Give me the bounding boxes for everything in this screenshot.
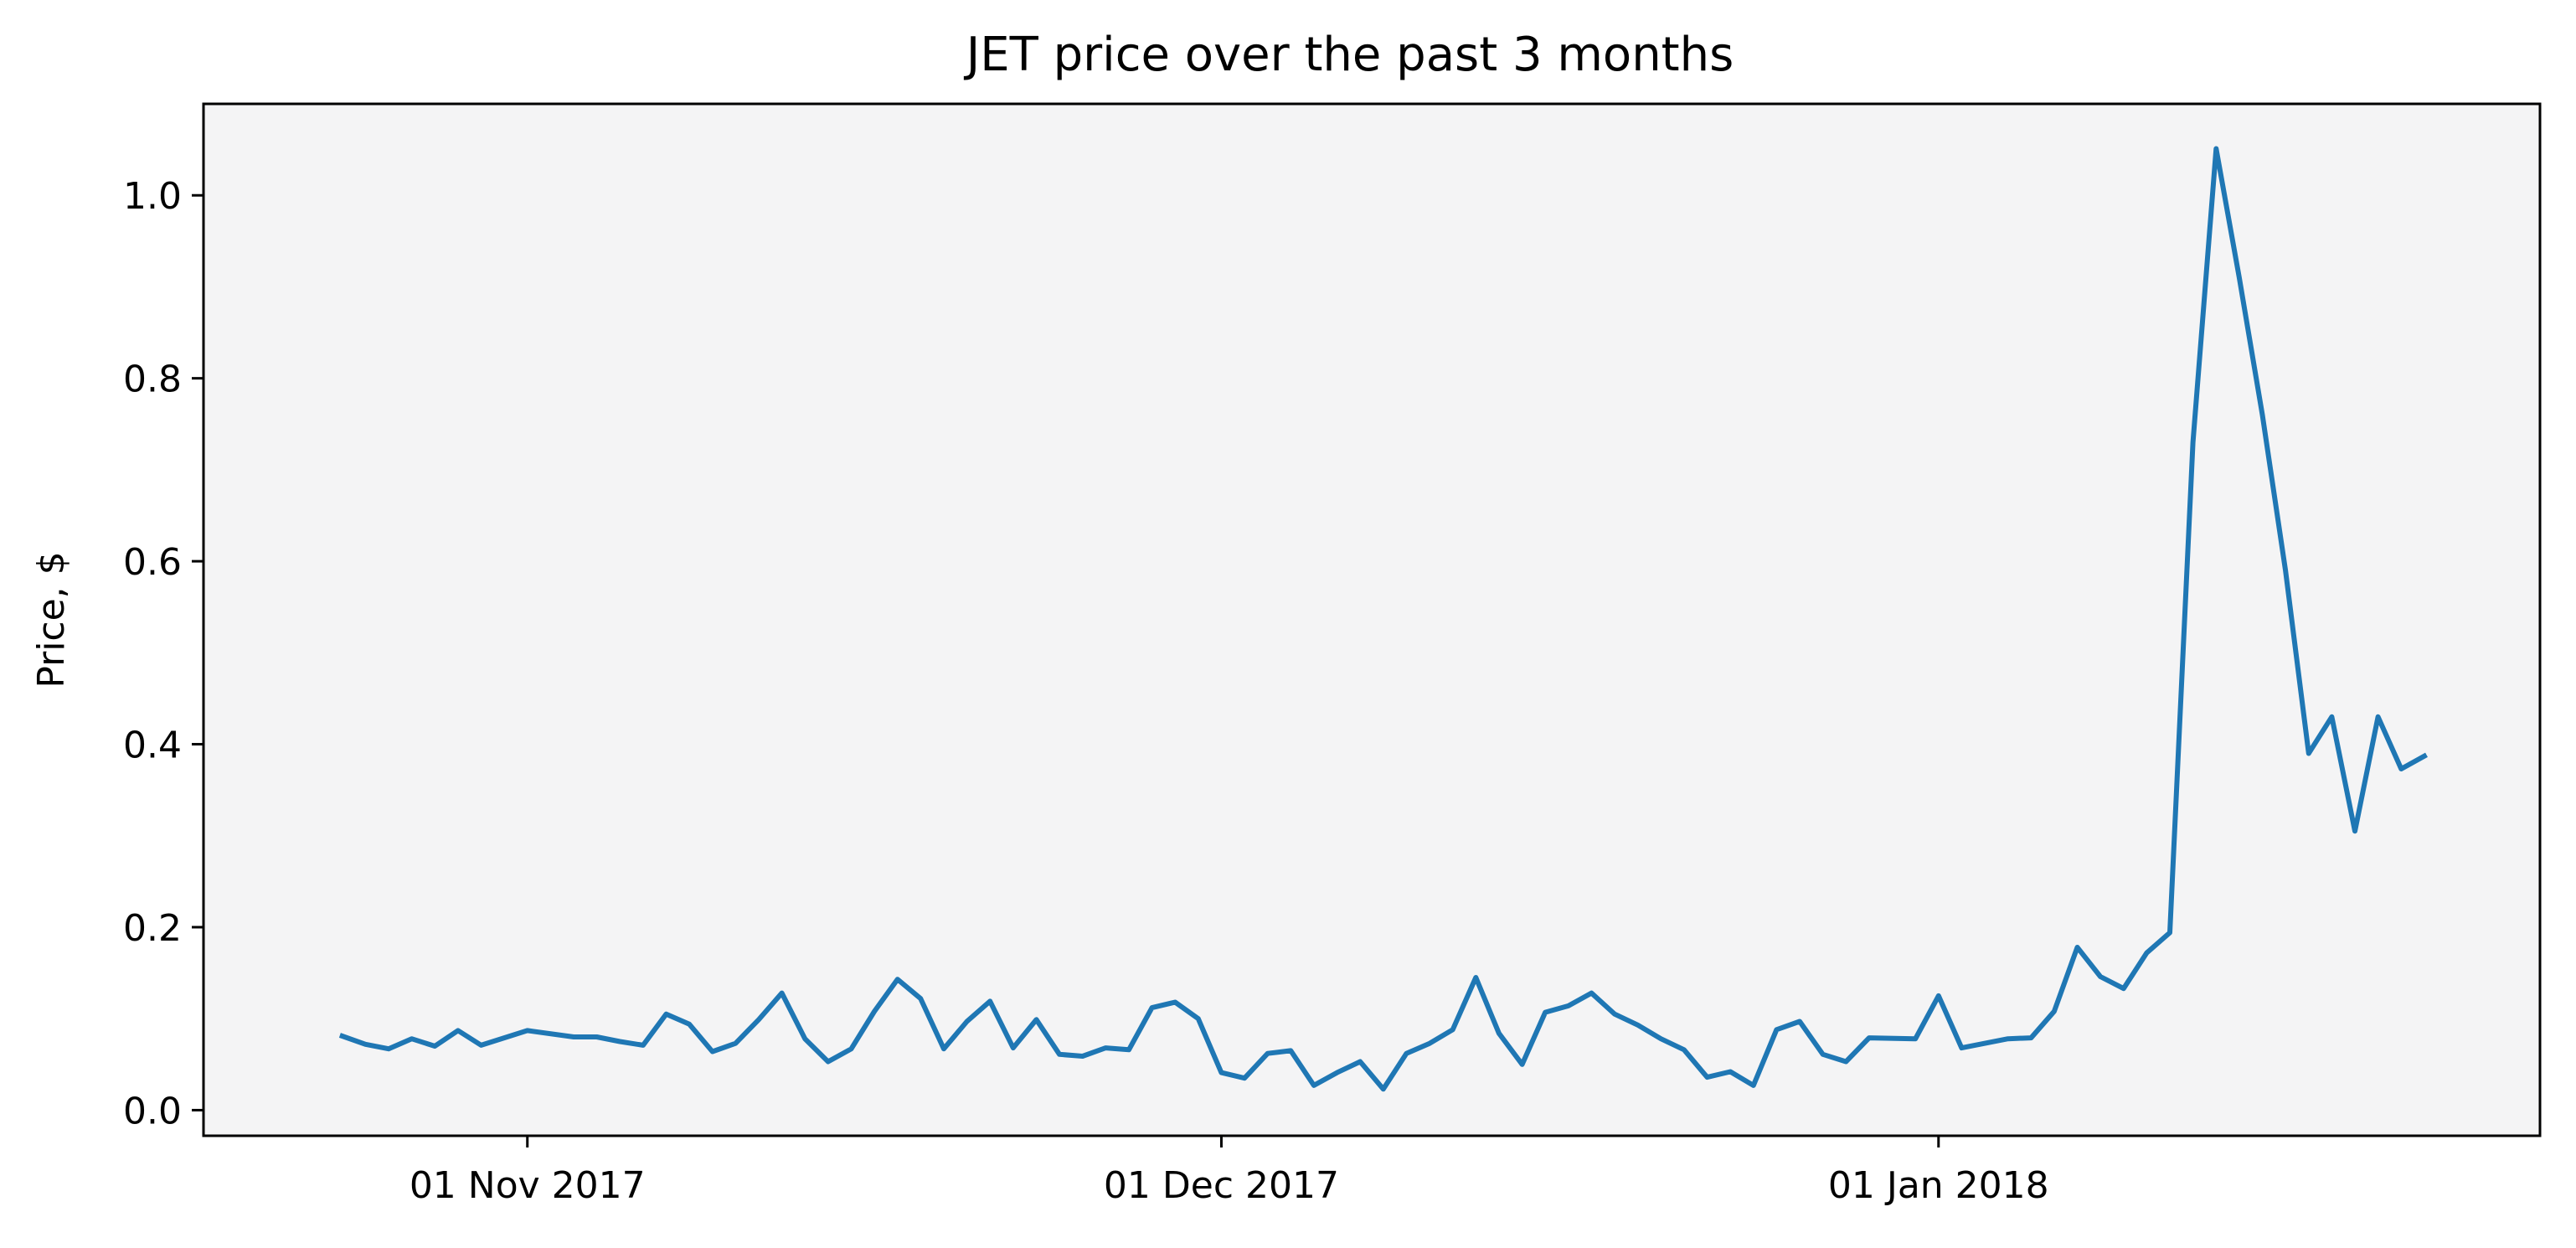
y-tick-label: 0.8 xyxy=(123,358,182,401)
y-tick-label: 0.6 xyxy=(123,541,182,584)
x-tick-label: 01 Jan 2018 xyxy=(1828,1164,2049,1207)
y-axis-label: Price, $ xyxy=(30,551,73,688)
plot-area xyxy=(204,104,2540,1136)
x-tick-label: 01 Nov 2017 xyxy=(410,1164,646,1207)
y-tick-label: 0.0 xyxy=(123,1090,182,1132)
chart-title: JET price over the past 3 months xyxy=(964,28,1734,82)
price-line xyxy=(338,146,2428,1092)
y-tick-label: 0.4 xyxy=(123,725,182,767)
axis-ticks: 01 Nov 2017 01 Dec 2017 01 Jan 2018 0.0 0.2 0… xyxy=(123,175,2049,1207)
y-tick-label: 1.0 xyxy=(123,175,182,218)
x-tick-label: 01 Dec 2017 xyxy=(1104,1164,1339,1207)
plot-frame xyxy=(202,102,2542,1137)
y-tick-label: 0.2 xyxy=(123,907,182,950)
